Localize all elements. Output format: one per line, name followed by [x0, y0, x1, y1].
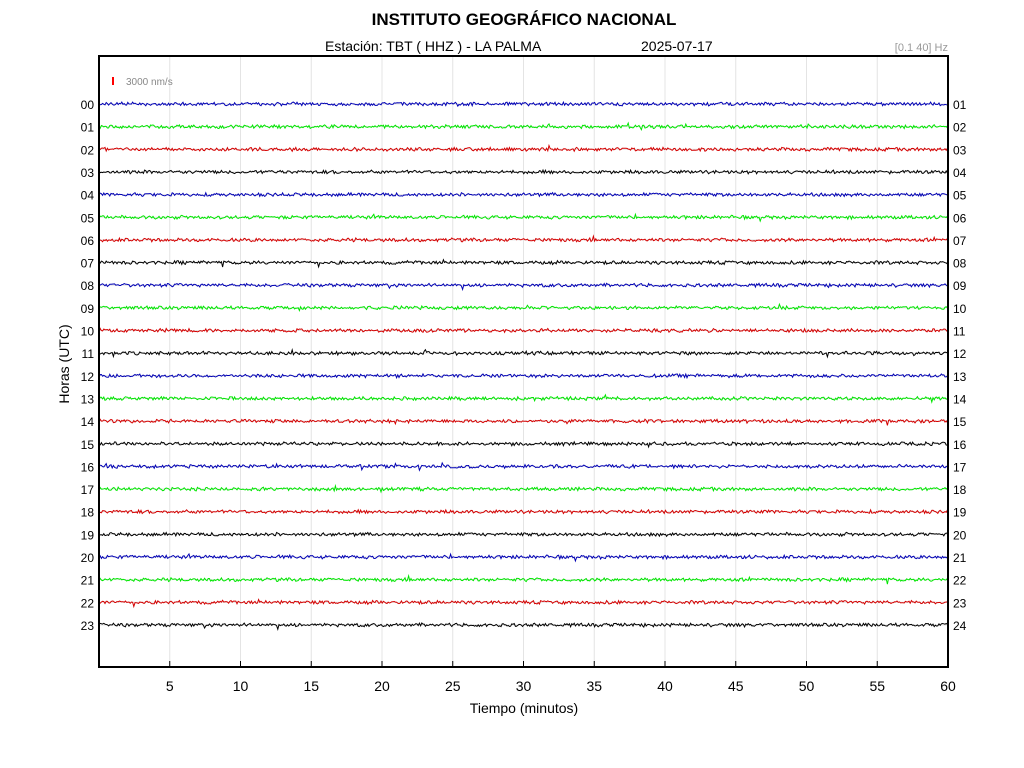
hour-label-left: 07 [81, 257, 95, 271]
hour-label-right: 18 [953, 483, 967, 497]
hour-label-right: 10 [953, 302, 967, 316]
hour-label-right: 06 [953, 211, 967, 225]
x-tick-label: 5 [166, 678, 174, 694]
hour-label-left: 13 [81, 392, 95, 406]
hour-label-right: 09 [953, 279, 967, 293]
hour-label-left: 20 [81, 551, 95, 565]
hour-label-left: 05 [81, 211, 95, 225]
date-label: 2025-07-17 [641, 38, 713, 54]
x-tick-label: 10 [233, 678, 249, 694]
x-tick-label: 40 [657, 678, 673, 694]
trace-hour-20 [98, 552, 948, 563]
hour-label-right: 20 [953, 528, 967, 542]
trace-hour-04 [98, 191, 948, 198]
trace-hour-18 [98, 508, 948, 515]
x-tick-label: 50 [799, 678, 815, 694]
hour-label-left: 10 [81, 325, 95, 339]
hour-label-right: 05 [953, 189, 967, 203]
scale-label: 3000 nm/s [126, 77, 173, 88]
hour-label-right: 07 [953, 234, 967, 248]
trace-hour-07 [98, 258, 948, 269]
hour-label-right: 03 [953, 143, 967, 157]
hour-label-left: 01 [81, 121, 95, 135]
hour-label-left: 16 [81, 460, 95, 474]
hour-label-right: 24 [953, 619, 967, 633]
hour-label-right: 13 [953, 370, 967, 384]
x-tick-label: 20 [374, 678, 390, 694]
x-tick-label: 45 [728, 678, 744, 694]
hour-label-right: 19 [953, 506, 967, 520]
hour-label-left: 18 [81, 506, 95, 520]
hour-label-left: 00 [81, 98, 95, 112]
trace-hour-14 [98, 418, 948, 426]
filter-label: [0.1 40] Hz [894, 42, 948, 54]
hour-label-left: 11 [82, 347, 95, 361]
trace-hour-12 [98, 372, 948, 380]
trace-hour-22 [98, 598, 948, 609]
hour-label-left: 17 [81, 483, 95, 497]
trace-hour-23 [98, 622, 948, 631]
station-label: Estación: TBT ( HHZ ) - LA PALMA [325, 38, 542, 54]
x-tick-label: 60 [940, 678, 956, 694]
hour-label-left: 23 [81, 619, 95, 633]
hour-label-left: 08 [81, 279, 95, 293]
trace-hour-00 [98, 100, 948, 108]
hour-label-left: 04 [81, 189, 95, 203]
hour-label-left: 06 [81, 234, 95, 248]
x-tick-label: 25 [445, 678, 461, 694]
hour-label-left: 21 [81, 574, 95, 588]
trace-hour-11 [98, 348, 948, 359]
trace-hour-10 [98, 327, 948, 334]
x-axis-label: Tiempo (minutos) [469, 700, 579, 716]
hour-label-right: 21 [953, 551, 967, 565]
hour-label-left: 14 [81, 415, 95, 429]
x-tick-label: 55 [869, 678, 885, 694]
trace-hour-17 [98, 483, 948, 494]
hour-label-right: 17 [953, 460, 967, 474]
hour-label-right: 15 [953, 415, 967, 429]
trace-hour-02 [98, 143, 948, 153]
hour-label-left: 09 [81, 302, 95, 316]
trace-hour-01 [98, 121, 948, 132]
hour-label-left: 02 [81, 143, 95, 157]
trace-hour-03 [98, 168, 948, 175]
trace-hour-19 [98, 531, 948, 538]
trace-hour-21 [98, 573, 948, 585]
trace-hour-13 [98, 393, 948, 404]
y-axis-label: Horas (UTC) [56, 324, 72, 404]
trace-hour-09 [98, 302, 948, 313]
hour-label-right: 08 [953, 257, 967, 271]
hour-label-left: 19 [81, 528, 95, 542]
hour-label-left: 22 [81, 596, 95, 610]
trace-hour-05 [98, 212, 948, 223]
trace-hour-06 [98, 234, 948, 243]
hour-label-right: 01 [953, 98, 967, 112]
hour-label-right: 04 [953, 166, 967, 180]
hour-label-right: 02 [953, 121, 967, 135]
x-tick-label: 15 [303, 678, 319, 694]
hour-label-left: 12 [81, 370, 95, 384]
x-tick-label: 30 [516, 678, 532, 694]
trace-hour-08 [98, 282, 948, 292]
hour-label-right: 14 [953, 392, 967, 406]
hour-label-right: 12 [953, 347, 967, 361]
hour-label-right: 16 [953, 438, 967, 452]
hour-label-right: 11 [953, 325, 966, 339]
hour-label-right: 23 [953, 596, 967, 610]
x-tick-label: 35 [586, 678, 602, 694]
trace-hour-16 [98, 461, 948, 472]
hour-label-left: 15 [81, 438, 95, 452]
trace-hour-15 [98, 440, 948, 449]
chart-title: INSTITUTO GEOGRÁFICO NACIONAL [371, 10, 677, 29]
hour-label-right: 22 [953, 574, 967, 588]
hour-label-left: 03 [81, 166, 95, 180]
